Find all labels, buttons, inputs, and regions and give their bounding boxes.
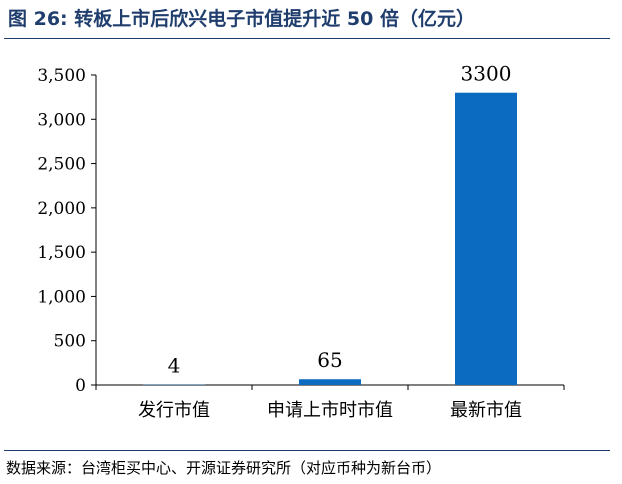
y-tick-label: 2,000 <box>37 199 86 219</box>
y-tick-label: 3,000 <box>37 110 86 130</box>
data-label: 4 <box>168 354 181 378</box>
y-tick-label: 1,000 <box>37 287 86 307</box>
x-tick-label: 申请上市时市值 <box>267 400 393 421</box>
data-label: 3300 <box>461 62 512 86</box>
bar <box>299 379 361 385</box>
x-tick-label: 发行市值 <box>138 400 210 421</box>
y-axis: 0 500 1,000 1,500 2,000 2,500 3,000 3,500 <box>37 66 97 396</box>
y-tick-label: 1,500 <box>37 243 86 263</box>
title-divider <box>4 38 610 39</box>
y-tick-label: 2,500 <box>37 155 86 175</box>
bar-chart: 0 500 1,000 1,500 2,000 2,500 3,000 3,500 发行市值 申… <box>37 62 565 421</box>
figure-title: 图 26: 转板上市后欣兴电子市值提升近 50 倍（亿元） <box>8 8 475 30</box>
bar <box>455 92 517 385</box>
y-tick-label: 0 <box>75 376 86 396</box>
bars <box>143 92 517 385</box>
source-note: 数据来源：台湾柜买中心、开源证券研究所（对应币种为新台币） <box>6 459 442 477</box>
x-axis: 发行市值 申请上市时市值 最新市值 <box>95 384 565 421</box>
data-label: 65 <box>317 348 342 372</box>
y-tick-label: 3,500 <box>37 66 86 86</box>
data-labels: 4 65 3300 <box>168 62 512 378</box>
source-divider <box>4 450 610 451</box>
x-tick-label: 最新市值 <box>450 400 522 421</box>
y-tick-label: 500 <box>54 332 86 352</box>
